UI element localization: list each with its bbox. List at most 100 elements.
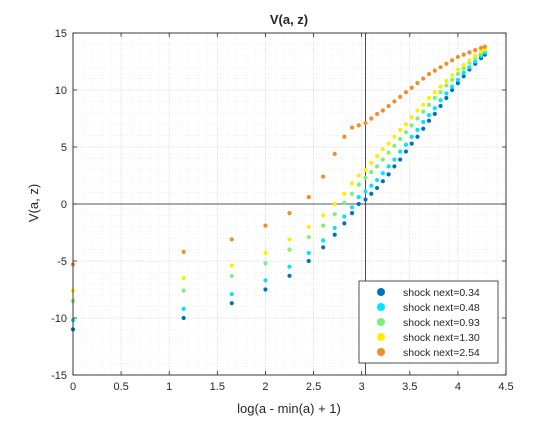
data-point	[426, 118, 432, 123]
data-point	[386, 164, 391, 169]
data-point	[455, 71, 460, 77]
x-tick-label: 3	[359, 381, 365, 393]
x-tick-label: 4.5	[498, 381, 513, 393]
data-point	[263, 261, 268, 266]
data-point	[482, 44, 487, 49]
data-point	[363, 197, 368, 202]
data-point	[461, 66, 466, 71]
data-point	[369, 169, 374, 175]
data-point	[229, 237, 234, 242]
data-point	[181, 306, 186, 311]
data-point	[461, 62, 466, 68]
data-point	[369, 191, 374, 196]
data-point	[306, 224, 311, 229]
y-tick-label: 15	[55, 28, 67, 40]
data-point	[392, 157, 397, 162]
data-point	[342, 191, 347, 196]
data-point	[181, 249, 186, 254]
data-point	[349, 191, 355, 196]
data-point	[450, 87, 455, 93]
data-point	[332, 225, 337, 231]
data-point	[409, 141, 414, 146]
chart-title: V(a, z)	[270, 12, 308, 27]
data-point	[426, 102, 432, 107]
data-point	[363, 120, 368, 126]
data-point	[332, 232, 337, 237]
data-point	[380, 157, 385, 162]
data-point	[438, 103, 443, 109]
data-point	[467, 58, 472, 63]
data-point	[421, 76, 426, 81]
y-tick-label: -15	[51, 370, 67, 382]
data-point	[415, 127, 420, 132]
data-point	[380, 147, 385, 152]
data-point	[461, 70, 466, 75]
data-point	[450, 58, 455, 63]
data-point	[380, 171, 385, 176]
legend-item: shock next=0.48	[377, 302, 480, 314]
data-point	[369, 116, 374, 121]
legend-marker	[377, 303, 385, 311]
data-point	[392, 164, 397, 169]
data-point	[432, 90, 437, 95]
data-point	[415, 81, 420, 86]
data-point	[356, 173, 361, 178]
legend-marker	[377, 318, 385, 326]
legend-label: shock next=0.48	[403, 302, 480, 314]
data-point	[450, 77, 455, 82]
data-point	[392, 143, 397, 148]
data-point	[403, 122, 409, 127]
data-point	[426, 71, 432, 77]
legend-label: shock next=0.34	[403, 287, 480, 299]
data-point	[421, 126, 426, 131]
data-point	[380, 179, 385, 184]
data-point	[306, 258, 311, 264]
axes	[72, 32, 507, 376]
data-point	[374, 164, 380, 169]
data-point	[306, 195, 311, 200]
data-point	[432, 95, 437, 101]
data-point	[369, 183, 374, 188]
data-point	[438, 84, 443, 89]
data-point	[415, 116, 420, 121]
data-point	[349, 211, 355, 216]
series-2	[70, 50, 487, 323]
x-tick-label: 1	[166, 381, 172, 393]
x-tick-label: 1.5	[210, 381, 225, 393]
series-5	[70, 44, 487, 267]
y-tick-label: -10	[51, 313, 67, 325]
y-tick-label: 5	[61, 142, 67, 154]
data-point	[398, 149, 403, 154]
data-point	[287, 273, 292, 278]
data-point	[363, 167, 368, 172]
x-tick-label: 3.5	[402, 381, 417, 393]
data-point	[432, 68, 437, 73]
data-point	[321, 174, 326, 179]
data-point	[444, 95, 449, 101]
data-point	[473, 59, 478, 64]
data-point	[287, 211, 292, 216]
data-point	[321, 213, 326, 218]
data-point	[415, 108, 420, 113]
series-3	[70, 48, 487, 303]
data-point	[415, 134, 420, 139]
data-point	[438, 65, 443, 70]
data-point	[455, 77, 460, 82]
data-point	[386, 172, 391, 177]
data-point	[229, 291, 234, 297]
legend-item: shock next=0.93	[377, 317, 480, 329]
y-axis-label: V(a, z)	[26, 184, 41, 222]
data-point	[349, 125, 355, 130]
data-point	[287, 237, 292, 242]
data-point	[356, 123, 361, 128]
data-point	[426, 112, 432, 118]
data-point	[321, 238, 326, 243]
data-point	[181, 315, 186, 321]
data-point	[392, 134, 397, 139]
x-tick-label: 2	[262, 381, 268, 393]
data-point	[287, 264, 292, 269]
data-point	[444, 83, 449, 88]
data-point	[386, 103, 391, 109]
data-point	[403, 130, 409, 135]
